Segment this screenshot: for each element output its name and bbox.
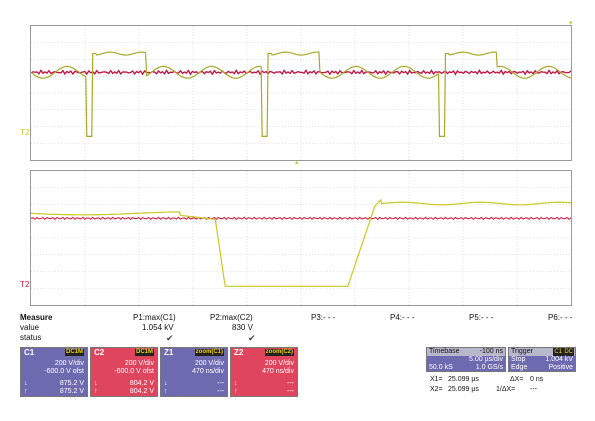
channel-1-trace — [31, 51, 571, 137]
channel-c1-name: C1 — [24, 348, 35, 357]
timebase-time-per-div: 5.00 µs/div — [469, 356, 503, 363]
cursor-inverse-dx-label: 1/ΔX= — [496, 386, 516, 393]
trigger-level-marker[interactable]: ▾ — [569, 20, 573, 27]
trigger-source-badge: C1 — [553, 348, 563, 356]
trigger-box[interactable]: Trigger C1 DC Stop 1.004 kV Edge Positiv… — [508, 347, 576, 372]
measure-p1-status-icon: ✔ — [166, 333, 174, 343]
timebase-samples: 50.0 kS — [429, 364, 453, 371]
measure-row-status-label: status — [20, 333, 42, 342]
trigger-coupling-badge: DC — [563, 348, 574, 356]
zoom-z1-down-value: --- — [217, 380, 224, 387]
down-arrow-icon: ↓ — [234, 380, 238, 387]
cursor-x2-value: 25.099 µs — [448, 386, 479, 393]
measure-row-value-label: value — [20, 323, 40, 332]
measure-col-p1[interactable]: P1:max(C1) — [133, 313, 176, 322]
channel-c2-vdiv: 200 V/div — [124, 360, 154, 367]
channel-c1-vdiv: 200 V/div — [54, 360, 84, 367]
channel-c2-header: C2 DC1M — [91, 348, 157, 357]
cursor-dx-label: ΔX= — [510, 376, 524, 383]
zoom-z1-vdiv: 200 V/div — [194, 360, 224, 367]
channel-c1-up-value: 875.2 V — [59, 388, 84, 395]
timebase-delay: -100 ns — [479, 348, 503, 355]
measure-p1-value: 1.054 kV — [142, 323, 174, 332]
up-arrow-icon: ↑ — [94, 388, 98, 395]
overview-waveform-panel[interactable] — [30, 25, 572, 161]
trigger-header: Trigger C1 DC — [509, 348, 575, 356]
channel-c2-coupling-badge: DC1M — [134, 349, 154, 356]
zoom-z2-tdiv: 470 ns/div — [262, 368, 294, 375]
channel-c2-offset: -600.0 V ofst — [114, 368, 154, 375]
timebase-label: Timebase — [429, 348, 460, 355]
zoom-z1-header: Z1 zoom(C1) — [161, 348, 227, 357]
channel-c2-box[interactable]: C2 DC1M 200 V/div -600.0 V ofst ↓ 804.2 … — [90, 347, 158, 397]
zoom-waveform-graph — [31, 171, 571, 305]
channel-c1-box[interactable]: C1 DC1M 200 V/div -600.0 V ofst ↓ 875.2 … — [20, 347, 88, 397]
trigger-type: Edge — [511, 364, 528, 371]
down-arrow-icon: ↓ — [24, 380, 28, 387]
channel-c1-coupling-badge: DC1M — [64, 349, 84, 356]
trigger-mode: Stop — [511, 356, 526, 363]
measure-p2-value: 830 V — [232, 323, 253, 332]
zoom-z1-up-value: --- — [217, 388, 224, 395]
top-trace-label: T2 — [20, 128, 30, 137]
zoom-z1-name: Z1 — [164, 348, 174, 357]
up-arrow-icon: ↑ — [234, 388, 238, 395]
zoom-z2-name: Z2 — [234, 348, 244, 357]
channel-2-trace — [31, 68, 571, 76]
channel-c2-up-value: 804.2 V — [129, 388, 154, 395]
measure-col-p4[interactable]: P4:- - - — [390, 313, 415, 322]
timebase-sample-rate: 1.0 GS/s — [475, 364, 503, 371]
overview-waveform-graph — [31, 26, 571, 160]
timebase-box[interactable]: Timebase -100 ns 5.00 µs/div 50.0 kS 1.0… — [426, 347, 506, 372]
channel-c1-header: C1 DC1M — [21, 348, 87, 357]
measure-col-p2[interactable]: P2:max(C2) — [210, 313, 253, 322]
channel-c2-down-value: 804.2 V — [129, 380, 154, 387]
measure-col-p3[interactable]: P3:- - - — [311, 313, 336, 322]
up-arrow-icon: ↑ — [164, 388, 168, 395]
bottom-trace-label: T2 — [20, 280, 30, 289]
zoom-waveform-panel[interactable] — [30, 170, 572, 306]
cursor-x1-label: X1= — [430, 376, 443, 383]
trigger-position-marker[interactable]: ▴ — [295, 159, 299, 166]
zoom-1-trace — [31, 198, 571, 287]
zoom-z1-tdiv: 470 ns/div — [192, 368, 224, 375]
zoom-2-trace — [31, 216, 571, 221]
down-arrow-icon: ↓ — [94, 380, 98, 387]
trigger-level: 1.004 kV — [545, 356, 573, 363]
measure-p2-status-icon: ✔ — [248, 333, 256, 343]
measure-title: Measure — [20, 313, 53, 322]
zoom-z2-up-value: --- — [287, 388, 294, 395]
zoom-z1-box[interactable]: Z1 zoom(C1) 200 V/div 470 ns/div ↓ --- ↑… — [160, 347, 228, 397]
trigger-label: Trigger — [511, 348, 533, 355]
channel-c1-offset: -600.0 V ofst — [44, 368, 84, 375]
measure-col-p5[interactable]: P5:- - - — [469, 313, 494, 322]
measure-col-p6[interactable]: P6:- - - — [548, 313, 573, 322]
cursor-x2-label: X2= — [430, 386, 443, 393]
zoom-z2-header: Z2 zoom(C2) — [231, 348, 297, 357]
channel-c1-down-value: 875.2 V — [59, 380, 84, 387]
cursor-x1-value: 25.099 µs — [448, 376, 479, 383]
up-arrow-icon: ↑ — [24, 388, 28, 395]
channel-c2-name: C2 — [94, 348, 105, 357]
zoom-z2-down-value: --- — [287, 380, 294, 387]
zoom-z2-source-badge: zoom(C2) — [264, 349, 294, 356]
zoom-z2-vdiv: 200 V/div — [264, 360, 294, 367]
trigger-slope: Positive — [548, 364, 573, 371]
cursor-inverse-dx-value: --- — [530, 386, 537, 393]
zoom-z2-box[interactable]: Z2 zoom(C2) 200 V/div 470 ns/div ↓ --- ↑… — [230, 347, 298, 397]
zoom-z1-source-badge: zoom(C1) — [194, 349, 224, 356]
down-arrow-icon: ↓ — [164, 380, 168, 387]
cursor-dx-value: 0 ns — [530, 376, 544, 383]
timebase-header: Timebase -100 ns — [427, 348, 505, 356]
